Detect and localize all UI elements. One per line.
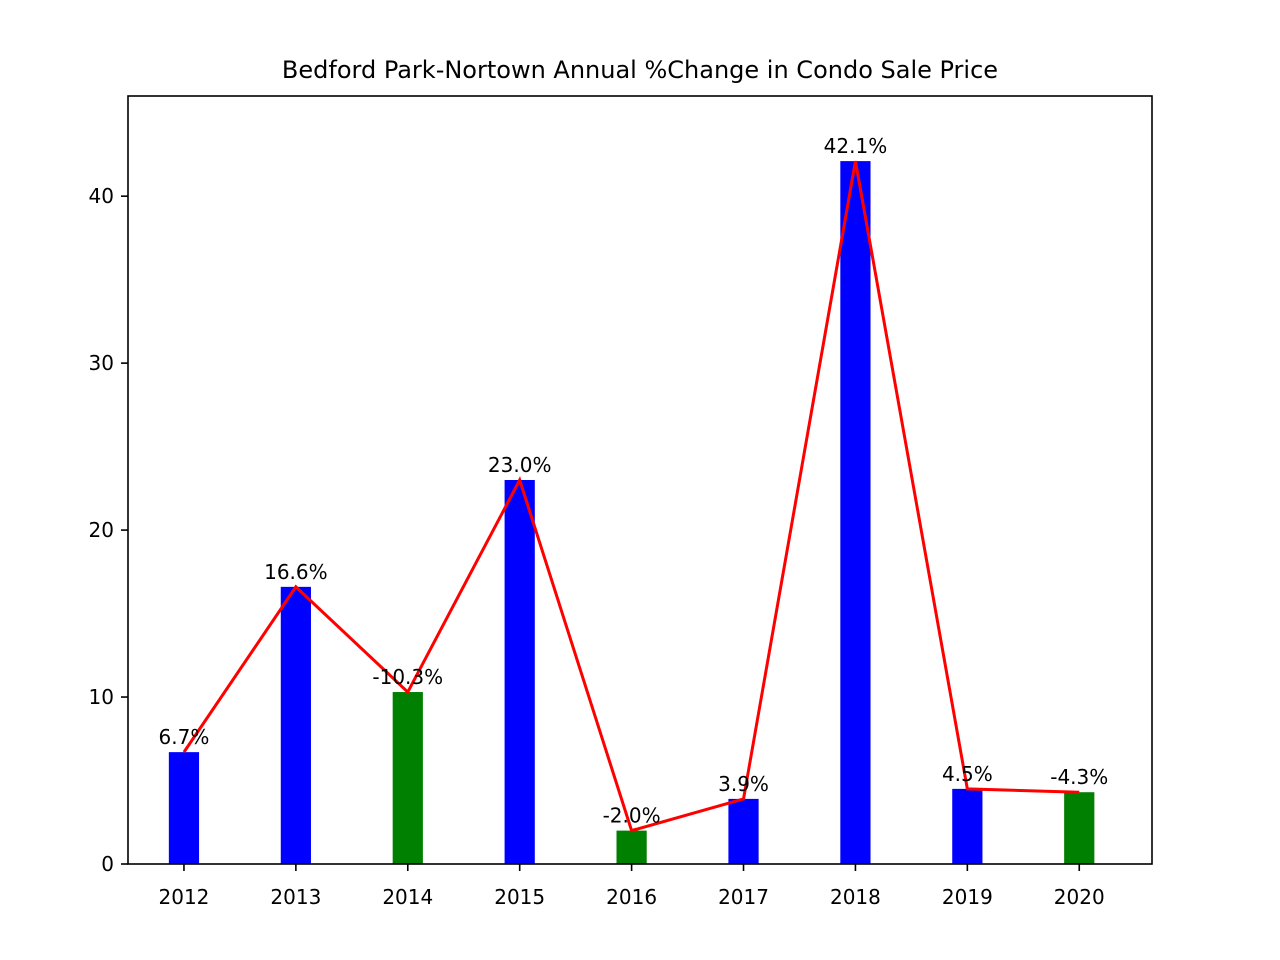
bar-2015 [504,480,535,864]
x-tick-label: 2016 [606,885,657,909]
x-tick-label: 2017 [718,885,769,909]
bar-2018 [840,161,871,864]
bar-2013 [280,586,311,864]
plot-frame [127,95,1153,865]
y-tick-label: 30 [89,351,114,375]
data-labels-group: 6.7% 16.6% -10.3% 23.0% -2.0% 3.9% 42.1% 4.5% -4… [159,134,1109,827]
y-tick-label: 40 [89,184,114,208]
bar-2016 [616,830,647,864]
x-tick-label: 2013 [270,885,321,909]
data-label-2015: 23.0% [488,453,552,477]
x-tick-label: 2012 [159,885,210,909]
y-tick-label: 20 [89,518,114,542]
chart-title: Bedford Park-Nortown Annual %Change in C… [282,56,998,84]
bar-2014 [392,692,423,864]
data-label-2018: 42.1% [824,134,888,158]
y-axis: 0 10 20 30 40 [89,184,128,876]
data-label-2019: 4.5% [942,762,993,786]
x-tick-label: 2019 [942,885,993,909]
y-tick-label: 0 [101,852,114,876]
x-tick-label: 2014 [382,885,433,909]
data-label-2020: -4.3% [1050,765,1108,789]
data-label-2013: 16.6% [264,560,328,584]
bar-2017 [728,798,759,864]
data-label-2014: -10.3% [372,665,443,689]
bar-2019 [952,788,983,864]
bar-2020 [1064,792,1095,864]
x-tick-label: 2018 [830,885,881,909]
x-tick-label: 2020 [1054,885,1105,909]
y-tick-label: 10 [89,685,114,709]
x-tick-label: 2015 [494,885,545,909]
data-label-2017: 3.9% [718,772,769,796]
data-label-2016: -2.0% [603,804,661,828]
trend-line [182,160,1080,833]
bars-group [168,161,1095,864]
data-label-2012: 6.7% [159,725,210,749]
bar-2012 [168,752,200,864]
x-axis: 2012 2013 2014 2015 2016 2017 2018 2019 2020 [159,864,1105,909]
trend-line-group [182,160,1080,833]
